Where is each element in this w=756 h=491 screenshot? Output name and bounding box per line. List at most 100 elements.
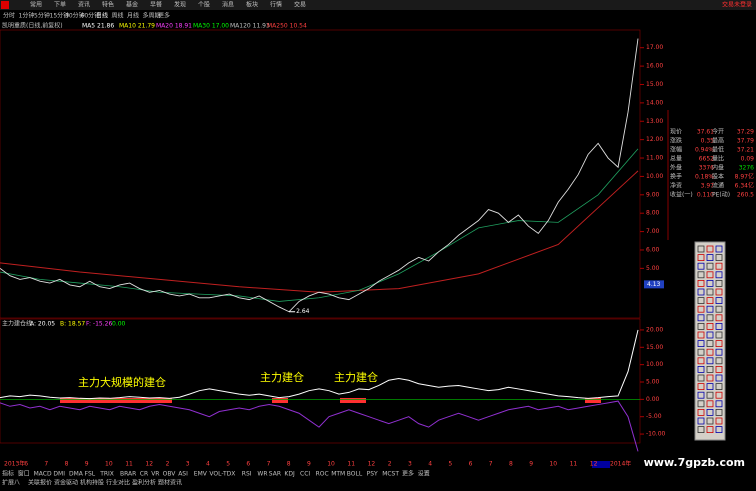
- tool-icon[interactable]: [697, 331, 705, 339]
- indicator-tab[interactable]: VR: [151, 471, 159, 478]
- tool-icon[interactable]: [697, 400, 705, 408]
- menu-item[interactable]: 基金: [126, 1, 138, 9]
- tool-icon[interactable]: [706, 400, 714, 408]
- indicator-tab[interactable]: CR: [140, 471, 148, 478]
- tool-icon[interactable]: [697, 297, 705, 305]
- indicator-tab[interactable]: 设置: [418, 470, 430, 478]
- tool-icon[interactable]: [715, 400, 723, 408]
- tool-icon[interactable]: [715, 279, 723, 287]
- tool-icon[interactable]: [697, 426, 705, 434]
- tool-icon[interactable]: [715, 305, 723, 313]
- indicator-tab[interactable]: EMV: [194, 471, 208, 478]
- login-status[interactable]: 交易未登录: [722, 1, 752, 9]
- tool-icon[interactable]: [715, 365, 723, 373]
- menu-item[interactable]: 特色: [102, 1, 114, 9]
- indicator-tab[interactable]: MACD: [34, 471, 52, 478]
- tool-icon[interactable]: [697, 348, 705, 356]
- footer-tab[interactable]: 机构持股: [80, 479, 104, 487]
- indicator-tab[interactable]: OBV: [163, 471, 177, 478]
- tool-icon[interactable]: [697, 305, 705, 313]
- period-tab[interactable]: 月线: [127, 12, 139, 20]
- tool-icon[interactable]: [706, 374, 714, 382]
- tool-icon[interactable]: [697, 254, 705, 262]
- tool-icon[interactable]: [715, 245, 723, 253]
- tool-icon[interactable]: [715, 340, 723, 348]
- menu-item[interactable]: 发现: [174, 1, 186, 9]
- tool-icon[interactable]: [715, 271, 723, 279]
- tool-icon[interactable]: [706, 297, 714, 305]
- tool-icon[interactable]: [706, 279, 714, 287]
- menu-item[interactable]: 下单: [54, 1, 66, 9]
- footer-tab[interactable]: 资金驱动: [54, 479, 78, 487]
- tool-icon[interactable]: [715, 262, 723, 270]
- period-tab[interactable]: 周线: [112, 12, 124, 20]
- indicator-tab[interactable]: BOLL: [347, 471, 363, 478]
- period-tab[interactable]: 日线: [96, 12, 108, 20]
- indicator-tab[interactable]: DMA: [69, 471, 84, 478]
- tool-icon[interactable]: [706, 408, 714, 416]
- tool-icon[interactable]: [706, 271, 714, 279]
- indicator-tab[interactable]: WR: [257, 471, 267, 478]
- menu-item[interactable]: 交易: [294, 1, 306, 9]
- period-tab[interactable]: 1分钟: [19, 12, 35, 20]
- tool-icon[interactable]: [706, 331, 714, 339]
- indicator-tab[interactable]: KDJ: [284, 471, 295, 478]
- tool-icon[interactable]: [706, 288, 714, 296]
- indicator-tab[interactable]: 窗口: [18, 470, 30, 478]
- menu-item[interactable]: 常用: [30, 1, 42, 9]
- tool-icon[interactable]: [697, 271, 705, 279]
- menu-item[interactable]: 个股: [198, 2, 210, 9]
- tool-icon[interactable]: [715, 288, 723, 296]
- tool-icon[interactable]: [715, 391, 723, 399]
- indicator-tab[interactable]: TRIX: [99, 471, 114, 478]
- tool-icon[interactable]: [697, 391, 705, 399]
- tool-icon[interactable]: [706, 340, 714, 348]
- tool-icon[interactable]: [697, 279, 705, 287]
- tool-icon[interactable]: [715, 417, 723, 425]
- period-tab[interactable]: 分时: [3, 12, 15, 20]
- indicator-tab[interactable]: MTM: [331, 471, 345, 478]
- tool-icon[interactable]: [715, 374, 723, 382]
- indicator-tab[interactable]: RSI: [242, 471, 252, 478]
- tool-icon[interactable]: [697, 340, 705, 348]
- tool-icon[interactable]: [715, 357, 723, 365]
- indicator-tab[interactable]: BRAR: [120, 471, 136, 478]
- tool-icon[interactable]: [706, 391, 714, 399]
- menu-item[interactable]: 资讯: [78, 1, 90, 9]
- tool-icon[interactable]: [715, 426, 723, 434]
- indicator-tab[interactable]: ASI: [178, 471, 188, 478]
- tool-icon[interactable]: [697, 417, 705, 425]
- indicator-tab[interactable]: CCI: [300, 471, 310, 478]
- tool-icon[interactable]: [706, 383, 714, 391]
- period-tab[interactable]: 60分钟: [81, 12, 101, 20]
- tool-icon[interactable]: [697, 288, 705, 296]
- footer-tab[interactable]: 题材资讯: [158, 479, 182, 487]
- menu-item[interactable]: 消息: [222, 1, 234, 9]
- tool-icon[interactable]: [697, 357, 705, 365]
- tool-icon[interactable]: [697, 365, 705, 373]
- tool-icon[interactable]: [706, 348, 714, 356]
- tool-icon[interactable]: [715, 297, 723, 305]
- tool-icon[interactable]: [715, 254, 723, 262]
- tool-icon[interactable]: [706, 245, 714, 253]
- tool-icon[interactable]: [697, 262, 705, 270]
- tool-icon[interactable]: [697, 383, 705, 391]
- tool-icon[interactable]: [706, 314, 714, 322]
- tool-icon[interactable]: [715, 408, 723, 416]
- period-tab[interactable]: 15分钟: [50, 12, 70, 20]
- indicator-tab[interactable]: FSL: [85, 471, 96, 478]
- tool-icon[interactable]: [706, 305, 714, 313]
- tool-icon[interactable]: [715, 348, 723, 356]
- tool-icon[interactable]: [697, 322, 705, 330]
- tool-icon[interactable]: [706, 322, 714, 330]
- indicator-tab[interactable]: VOL-TDX: [209, 471, 235, 478]
- footer-tab[interactable]: 盈利分析: [132, 479, 156, 487]
- tool-icon[interactable]: [706, 262, 714, 270]
- footer-tab[interactable]: 扩展八: [2, 479, 20, 487]
- indicator-tab[interactable]: 更多: [402, 470, 414, 478]
- tool-icon[interactable]: [706, 365, 714, 373]
- tool-icon[interactable]: [706, 426, 714, 434]
- period-tab[interactable]: 多周期: [143, 12, 161, 20]
- tool-icon[interactable]: [697, 408, 705, 416]
- tool-icon[interactable]: [697, 314, 705, 322]
